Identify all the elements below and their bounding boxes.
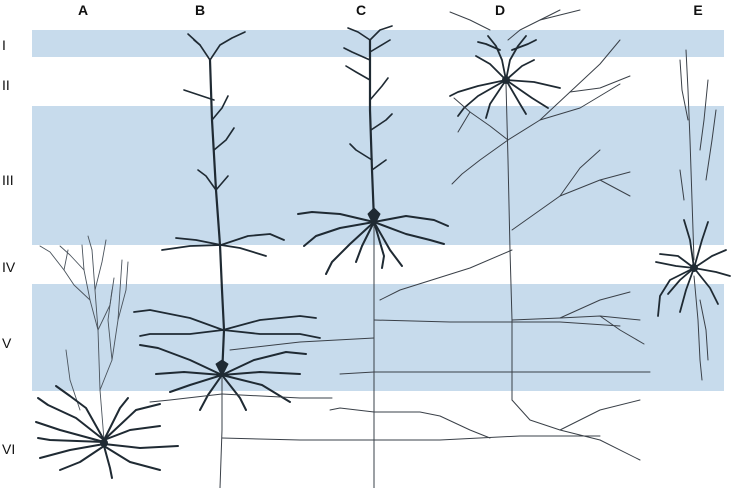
column-label-B: B <box>194 2 206 18</box>
layer-label-IV: IV <box>2 259 16 275</box>
column-label-A: A <box>77 2 89 18</box>
neuron-b <box>133 31 601 488</box>
layer-label-I: I <box>2 37 6 53</box>
layer-label-V: V <box>2 335 12 351</box>
layer-label-II: II <box>2 77 10 93</box>
layer-label-VI: VI <box>2 441 16 457</box>
layer-label-III: III <box>2 172 14 188</box>
neuron-a <box>35 235 179 479</box>
neuron-d <box>379 9 645 461</box>
column-label-C: C <box>355 2 367 18</box>
layer-band-I <box>32 30 724 57</box>
neuron-c <box>229 25 651 488</box>
layer-band-V <box>32 284 724 391</box>
column-label-E: E <box>693 2 703 18</box>
neuron-e <box>655 49 731 381</box>
column-label-D: D <box>494 2 506 18</box>
